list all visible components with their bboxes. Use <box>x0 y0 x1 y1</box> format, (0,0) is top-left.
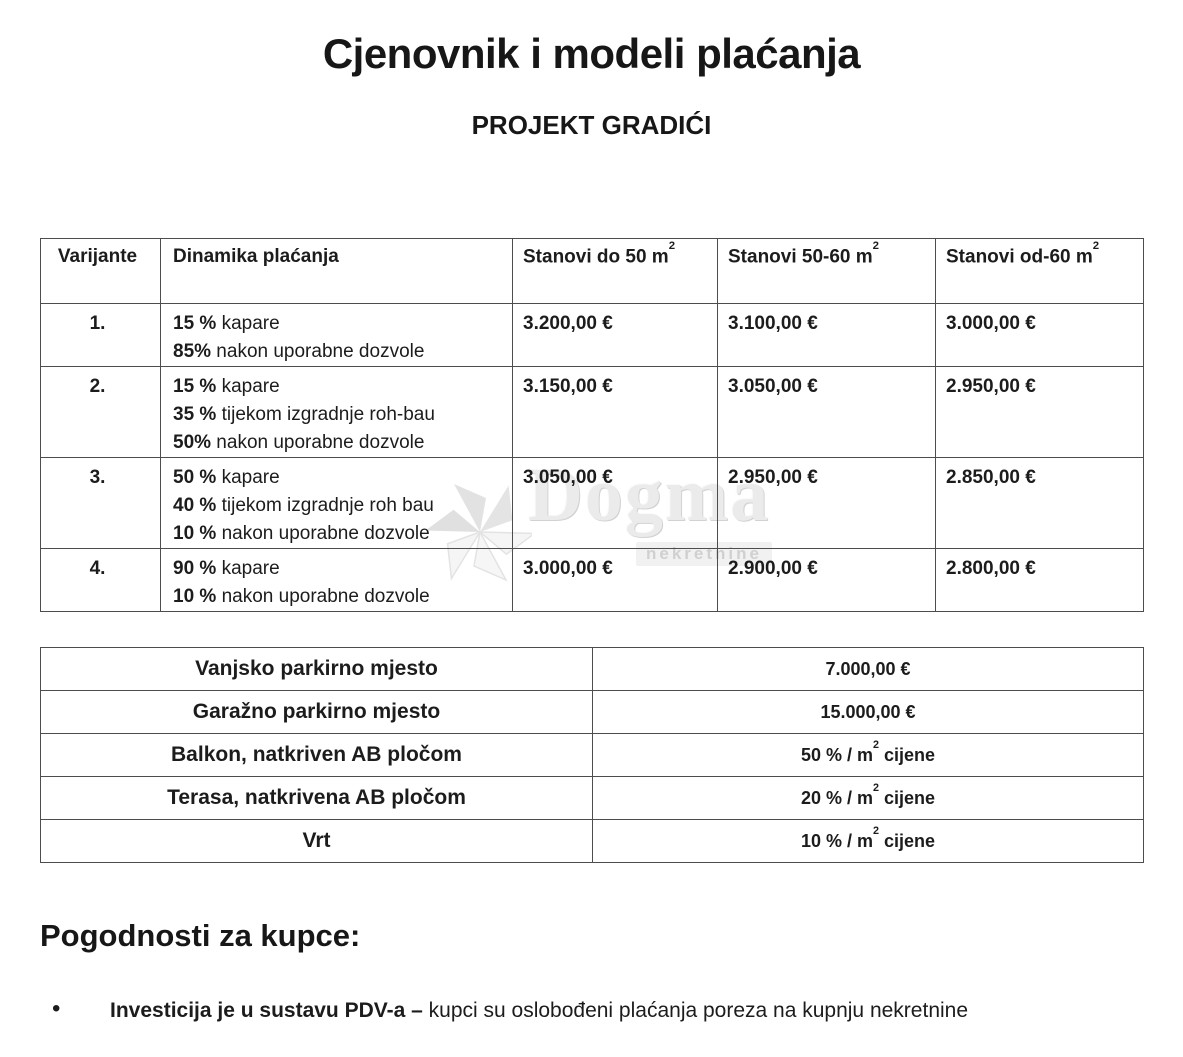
extras-row: Terasa, natkrivena AB pločom 20 % / m2 c… <box>40 776 1144 820</box>
superscript: 2 <box>873 824 880 837</box>
column-header-varijante: Varijante <box>40 238 161 304</box>
extras-row: Balkon, natkriven AB pločom 50 % / m2 ci… <box>40 733 1144 777</box>
superscript: 2 <box>1092 239 1100 252</box>
variant-cell: 2. <box>40 366 161 458</box>
superscript: 2 <box>873 738 880 751</box>
payment-dynamics-cell: 15 % kapare 85% nakon uporabne dozvole <box>160 303 513 367</box>
superscript: 2 <box>872 239 880 252</box>
price-cell: 2.950,00 € <box>935 366 1144 458</box>
extras-row: Garažno parkirno mjesto 15.000,00 € <box>40 690 1144 734</box>
price-cell: 3.150,00 € <box>512 366 718 458</box>
page-subtitle: PROJEKT GRADIĆI <box>471 110 712 140</box>
bullet-text: kupci su oslobođeni plaćanja poreza na k… <box>428 999 969 1022</box>
price-cell: 3.100,00 € <box>717 303 936 367</box>
price-cell: 3.200,00 € <box>512 303 718 367</box>
payment-line: 15 % kapare <box>173 313 280 334</box>
pricing-table: Varijante Dinamika plaćanja Stanovi do 5… <box>40 238 1144 612</box>
table-row: 1. 15 % kapare 85% nakon uporabne dozvol… <box>40 303 1144 367</box>
price-cell: 2.850,00 € <box>935 457 1144 549</box>
extras-value-cell: 7.000,00 € <box>592 647 1144 691</box>
page-title: Cjenovnik i modeli plaćanja <box>322 30 861 77</box>
column-header-stanovi-od-60: Stanovi od-60 m2 <box>935 238 1144 304</box>
table-row: 3. 50 % kapare 40 % tijekom izgradnje ro… <box>40 457 1144 549</box>
column-header-dinamika: Dinamika plaćanja <box>160 238 513 304</box>
payment-line: 90 % kapare <box>173 558 280 579</box>
extras-table: Vanjsko parkirno mjesto 7.000,00 € Garaž… <box>40 647 1144 863</box>
price-cell: 3.000,00 € <box>512 548 718 612</box>
column-header-label: Stanovi od-60 m <box>946 246 1093 268</box>
pricing-header-row: Varijante Dinamika plaćanja Stanovi do 5… <box>40 238 1144 304</box>
benefits-heading: Pogodnosti za kupce: <box>40 918 361 953</box>
bullet-bold-text: Investicija je u sustavu PDV-a – <box>110 999 429 1022</box>
column-header-label: Varijante <box>57 246 138 267</box>
extras-value-cell: 10 % / m2 cijene <box>592 819 1144 863</box>
payment-line: 15 % kapare <box>173 376 280 397</box>
payment-line: 85% nakon uporabne dozvole <box>173 341 425 362</box>
table-row: 4. 90 % kapare 10 % nakon uporabne dozvo… <box>40 548 1144 612</box>
variant-cell: 1. <box>40 303 161 367</box>
payment-dynamics-cell: 50 % kapare 40 % tijekom izgradnje roh b… <box>160 457 513 549</box>
payment-line: 50% nakon uporabne dozvole <box>173 432 425 453</box>
price-cell: 3.050,00 € <box>512 457 718 549</box>
price-cell: 3.050,00 € <box>717 366 936 458</box>
column-header-label: Dinamika plaćanja <box>173 246 339 267</box>
price-cell: 2.950,00 € <box>717 457 936 549</box>
payment-dynamics-cell: 90 % kapare 10 % nakon uporabne dozvole <box>160 548 513 612</box>
extras-value-cell: 15.000,00 € <box>592 690 1144 734</box>
extras-label-cell: Vrt <box>40 819 593 863</box>
column-header-stanovi-50-60: Stanovi 50-60 m2 <box>717 238 936 304</box>
price-cell: 3.000,00 € <box>935 303 1144 367</box>
column-header-label: Stanovi do 50 m <box>523 246 669 268</box>
column-header-stanovi-do-50: Stanovi do 50 m2 <box>512 238 718 304</box>
extras-label-cell: Terasa, natkrivena AB pločom <box>40 776 593 820</box>
payment-line: 35 % tijekom izgradnje roh-bau <box>173 404 435 425</box>
variant-cell: 3. <box>40 457 161 549</box>
extras-label-cell: Balkon, natkriven AB pločom <box>40 733 593 777</box>
extras-row: Vrt 10 % / m2 cijene <box>40 819 1144 863</box>
payment-line: 10 % nakon uporabne dozvole <box>173 586 430 607</box>
extras-label-cell: Vanjsko parkirno mjesto <box>40 647 593 691</box>
superscript: 2 <box>668 239 676 252</box>
table-row: 2. 15 % kapare 35 % tijekom izgradnje ro… <box>40 366 1144 458</box>
payment-line: 40 % tijekom izgradnje roh bau <box>173 495 434 516</box>
price-cell: 2.900,00 € <box>717 548 936 612</box>
price-cell: 2.800,00 € <box>935 548 1144 612</box>
extras-value-cell: 20 % / m2 cijene <box>592 776 1144 820</box>
variant-cell: 4. <box>40 548 161 612</box>
list-item: • Investicija je u sustavu PDV-a – kupci… <box>40 992 990 1029</box>
payment-line: 50 % kapare <box>173 467 280 488</box>
bullet-icon: • <box>52 995 61 1022</box>
payment-line: 10 % nakon uporabne dozvole <box>173 523 430 544</box>
extras-value-cell: 50 % / m2 cijene <box>592 733 1144 777</box>
superscript: 2 <box>873 781 880 794</box>
payment-dynamics-cell: 15 % kapare 35 % tijekom izgradnje roh-b… <box>160 366 513 458</box>
extras-label-cell: Garažno parkirno mjesto <box>40 690 593 734</box>
extras-row: Vanjsko parkirno mjesto 7.000,00 € <box>40 647 1144 691</box>
column-header-label: Stanovi 50-60 m <box>728 246 873 268</box>
